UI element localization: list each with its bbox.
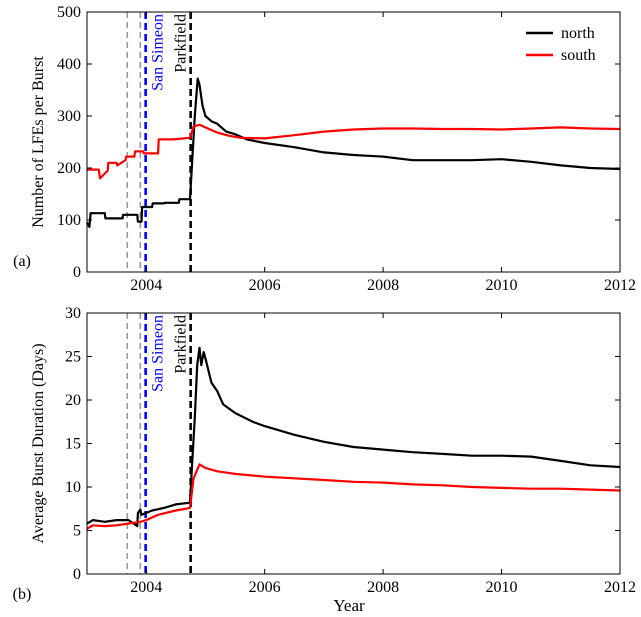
y-axis-label: Number of LFEs per Burst [30,56,47,228]
x-tick-label: 2004 [130,579,162,596]
y-tick-label: 0 [73,264,81,281]
x-tick-label: 2012 [604,579,636,596]
x-tick-label: 2010 [486,579,518,596]
x-tick-label: 2004 [130,277,162,294]
y-tick-label: 300 [57,108,81,125]
x-axis-label: Year [333,596,365,615]
series-line-north [86,77,621,228]
x-tick-label: 2006 [249,277,281,294]
x-tick-label: 2008 [367,277,399,294]
plot-frame [86,312,621,575]
y-tick-label: 15 [65,436,81,453]
series-line-south [86,463,621,530]
y-tick-label: 0 [73,566,81,583]
panel-label: (a) [13,253,31,270]
legend-label-south: south [561,47,596,64]
panel-label: (b) [13,586,32,603]
panel-a-chart: San Simeon Parkfield 2004 2006 2008 2010 2012 0… [13,4,636,294]
y-tick-label: 25 [65,349,81,366]
event-label-parkfield: Parkfield [173,14,190,73]
y-tick-label: 20 [65,392,81,409]
event-label-san-simeon: San Simeon [150,315,167,392]
event-label-san-simeon: San Simeon [150,14,167,91]
x-tick-label: 2012 [604,277,636,294]
y-tick-label: 10 [65,479,81,496]
plot-frame [86,11,621,273]
series-line-north [86,346,621,528]
x-tick-label: 2006 [249,579,281,596]
x-tick-label: 2010 [486,277,518,294]
y-tick-label: 500 [57,4,81,21]
y-tick-label: 30 [65,305,81,322]
legend-label-north: north [561,25,595,42]
legend: north south [526,25,596,64]
y-tick-label: 5 [73,523,81,540]
series-line-south [87,123,621,180]
event-label-parkfield: Parkfield [173,315,190,374]
y-tick-label: 200 [57,160,81,177]
y-tick-label: 400 [57,56,81,73]
y-axis-label: Average Burst Duration (Days) [30,343,47,543]
y-tick-label: 100 [57,212,81,229]
x-tick-label: 2008 [367,579,399,596]
